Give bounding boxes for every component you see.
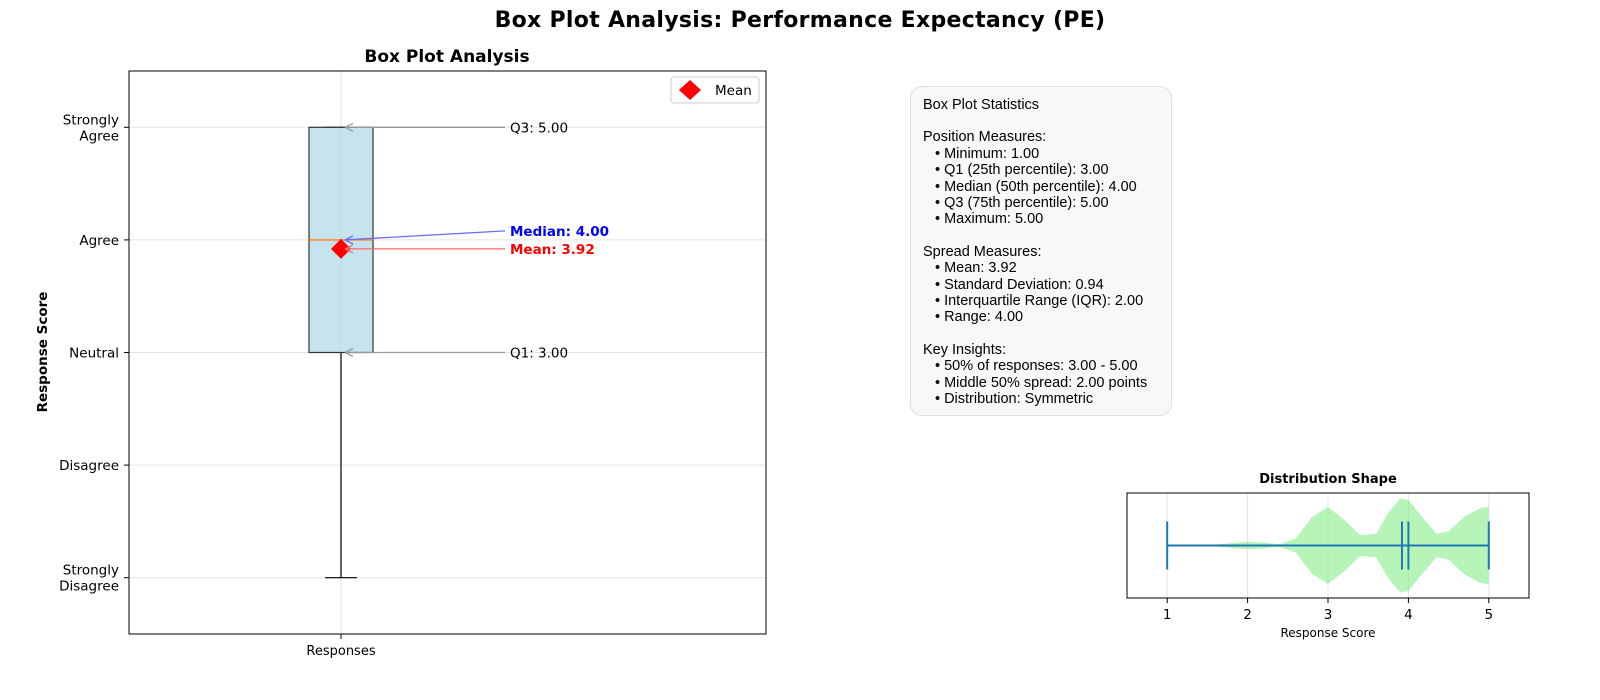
violin-x-ticks: 1 2 3 4 5: [1163, 598, 1493, 623]
violin-x-tick-label: 3: [1324, 607, 1333, 623]
box-plot-chart: Box Plot Analysis Strongly Disagree Disagr…: [35, 47, 767, 659]
violin-title: Distribution Shape: [1259, 472, 1397, 487]
section-gap: [923, 326, 1159, 342]
stats-section-heading: Position Measures:: [923, 129, 1047, 146]
violin-x-tick-label: 2: [1243, 607, 1252, 623]
stats-item: Range: 4.00: [923, 309, 1159, 325]
box-elements: [308, 126, 374, 579]
box-annotations: Q3: 5.00 Median: 4.00 Mean: 3.92 Q1: 3.00: [344, 120, 609, 362]
stats-item: Standard Deviation: 0.94: [923, 277, 1159, 293]
section-gap: [923, 228, 1159, 244]
violin-chart: Distribution Shape 1 2 3 4 5 Response Score: [1126, 472, 1530, 640]
stats-item: Maximum: 5.00: [923, 211, 1159, 227]
annotation-arrowhead: [344, 347, 354, 358]
section-gap: [923, 113, 1159, 129]
legend-diamond-icon: [679, 80, 701, 100]
box-plot-frame: [128, 70, 767, 635]
annotation-label: Q1: 3.00: [510, 346, 568, 362]
statistics-sections: Position Measures:Minimum: 1.00Q1 (25th …: [923, 113, 1159, 407]
box-y-tick-label: Strongly Disagree: [59, 563, 119, 595]
box-y-tick-label: Agree: [79, 233, 119, 249]
violin-x-tick-label: 1: [1163, 607, 1172, 623]
stats-item: Minimum: 1.00: [923, 146, 1159, 162]
stats-item: Middle 50% spread: 2.00 points: [923, 375, 1159, 391]
annotation-arrowhead: [344, 244, 354, 254]
annotation-label: Mean: 3.92: [510, 242, 595, 258]
annotation-arrowhead: [344, 122, 354, 132]
box-y-axis-label: Response Score: [35, 292, 51, 413]
stats-item: Q1 (25th percentile): 3.00: [923, 162, 1159, 178]
legend-label-mean: Mean: [715, 83, 752, 99]
box-legend: Mean: [670, 76, 760, 104]
annotation-arrow: [344, 230, 506, 241]
annotation-arrowhead: [344, 235, 354, 245]
stats-item: 50% of responses: 3.00 - 5.00: [923, 358, 1159, 374]
annotation-label: Median: 4.00: [510, 224, 609, 240]
box-y-tick-label: Disagree: [59, 458, 119, 474]
violin-x-tick-label: 5: [1485, 607, 1494, 623]
violin-lines: [1166, 521, 1490, 570]
box-plot-title: Box Plot Analysis: [364, 47, 529, 67]
stats-item: Q3 (75th percentile): 5.00: [923, 195, 1159, 211]
box-y-tick-label: Strongly Agree: [63, 112, 119, 144]
box-y-ticks: Strongly Disagree Disagree Neutral Agree Stro…: [59, 112, 129, 595]
statistics-title: Box Plot Statistics: [923, 97, 1040, 113]
stats-section-heading: Spread Measures:: [923, 243, 1042, 260]
annotation-label: Q3: 5.00: [510, 120, 568, 136]
box-y-tick-label: Neutral: [69, 346, 119, 362]
stats-item: Mean: 3.92: [923, 260, 1159, 276]
violin-x-axis-label: Response Score: [1280, 626, 1375, 640]
box-x-tick-label: Responses: [306, 644, 375, 659]
figure-title: Box Plot Analysis: Performance Expectanc…: [494, 8, 1106, 33]
stats-item: Interquartile Range (IQR): 2.00: [923, 293, 1159, 309]
violin-x-tick-label: 4: [1404, 607, 1413, 623]
stats-section-heading: Key Insights:: [923, 341, 1007, 358]
mean-marker: [331, 238, 351, 259]
stats-item: Distribution: Symmetric: [923, 391, 1159, 407]
statistics-panel: Box Plot Statistics Position Measures:Mi…: [910, 86, 1172, 416]
stats-item: Median (50th percentile): 4.00: [923, 179, 1159, 195]
